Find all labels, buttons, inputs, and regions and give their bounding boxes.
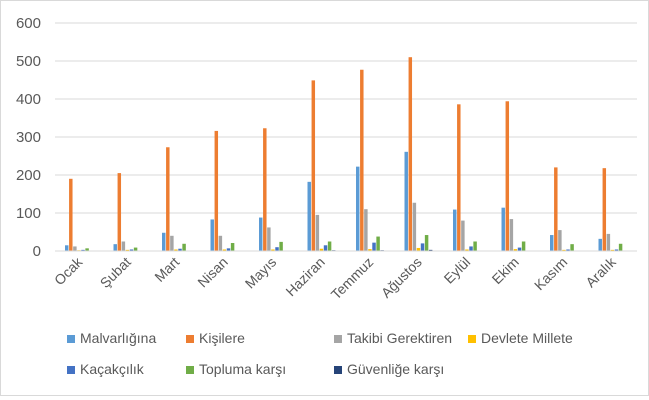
bar <box>308 182 311 251</box>
bar <box>170 236 173 251</box>
bar <box>267 227 270 251</box>
bar <box>372 243 375 251</box>
legend: Malvarlığına Kişilere Takibi Gerektiren Dev… <box>67 330 573 377</box>
legend-label: Topluma karşı <box>199 361 286 377</box>
bar <box>118 173 121 251</box>
bar <box>558 230 561 251</box>
legend-swatch <box>67 335 75 343</box>
x-tick-label: Eylül <box>441 254 474 287</box>
bar <box>461 221 464 251</box>
bar <box>421 243 424 251</box>
bar <box>215 131 218 251</box>
bar <box>409 57 412 251</box>
legend-swatch <box>67 366 75 374</box>
bar <box>231 243 234 251</box>
bar <box>182 244 185 251</box>
y-tick-label: 0 <box>33 243 41 260</box>
bar <box>324 245 327 251</box>
x-tick-label: Mart <box>151 254 182 285</box>
bar <box>413 203 416 251</box>
x-tick-label: Haziran <box>282 254 327 299</box>
bar <box>506 101 509 251</box>
bar <box>570 244 573 251</box>
bar <box>360 70 363 251</box>
bar <box>114 244 117 251</box>
legend-label: Devlete Millete <box>481 330 573 346</box>
bar <box>554 167 557 251</box>
y-tick-label: 300 <box>16 129 41 146</box>
bar <box>166 147 169 251</box>
bar <box>376 237 379 251</box>
bar <box>619 244 622 251</box>
legend-swatch <box>186 335 194 343</box>
legend-label: Güvenliğe karşı <box>347 361 444 377</box>
x-tick-label: Nisan <box>194 254 231 291</box>
legend-swatch <box>468 335 476 343</box>
x-tick-label: Temmuz <box>328 254 377 303</box>
bar <box>162 233 165 251</box>
gridlines <box>55 23 637 213</box>
bar <box>550 235 553 251</box>
bar <box>518 248 521 251</box>
legend-label: Kaçakçılık <box>80 361 145 377</box>
legend-label: Kişilere <box>199 330 245 346</box>
bar <box>211 219 214 251</box>
legend-swatch <box>334 366 342 374</box>
y-tick-label: 600 <box>16 15 41 32</box>
legend-label: Malvarlığına <box>80 330 156 346</box>
bar <box>425 235 428 251</box>
bar <box>510 219 513 251</box>
bar <box>316 215 319 251</box>
x-tick-label: Ocak <box>51 253 86 288</box>
bar <box>219 236 222 251</box>
bar <box>599 239 602 251</box>
bars <box>65 57 626 251</box>
bar <box>457 104 460 251</box>
y-tick-label: 400 <box>16 91 41 108</box>
bar <box>328 242 331 252</box>
bar <box>312 80 315 251</box>
bar <box>364 209 367 251</box>
y-tick-label: 200 <box>16 167 41 184</box>
legend-swatch <box>334 335 342 343</box>
bar <box>522 242 525 252</box>
bar <box>356 167 359 251</box>
bar <box>279 242 282 251</box>
x-tick-label: Aralık <box>582 253 619 290</box>
bar <box>73 246 76 251</box>
bar <box>263 128 266 251</box>
bar <box>603 168 606 251</box>
y-tick-label: 100 <box>16 205 41 222</box>
bar <box>259 218 262 251</box>
x-tick-label: Ağustos <box>378 254 425 301</box>
x-tick-label: Kasım <box>531 254 570 293</box>
bar <box>405 152 408 251</box>
bar <box>275 247 278 251</box>
bar <box>502 208 505 251</box>
x-tick-label: Şubat <box>97 254 134 291</box>
bar <box>134 248 137 251</box>
x-tick-label: Ekim <box>489 254 522 287</box>
bar <box>69 179 72 251</box>
legend-swatch <box>186 366 194 374</box>
bar <box>473 242 476 252</box>
bar <box>65 245 68 251</box>
y-tick-label: 500 <box>16 53 41 70</box>
legend-label: Takibi Gerektiren <box>347 330 452 346</box>
bar <box>122 242 125 252</box>
x-tick-label: Mayıs <box>242 254 280 292</box>
axes: 0 100 200 300 400 500 600 Ocak Şubat Mart Nisan May… <box>16 15 637 303</box>
bar <box>469 246 472 251</box>
bar <box>607 234 610 251</box>
bar <box>453 210 456 251</box>
